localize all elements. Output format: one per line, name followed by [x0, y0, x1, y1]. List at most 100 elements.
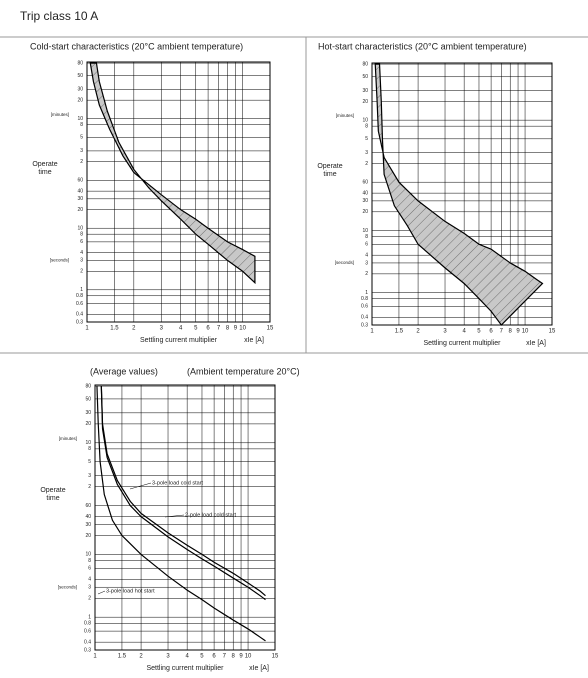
- y-axis-label: Operate time: [40, 486, 66, 502]
- y-tick-label: 0.3: [76, 319, 83, 325]
- curve: [100, 386, 266, 597]
- y-tick-label: 8: [365, 123, 368, 129]
- x-tick-label: 7: [500, 329, 504, 335]
- y-tick-label: 5: [88, 459, 91, 465]
- y-tick-label: 6: [365, 242, 368, 248]
- y-tick-label: 8: [80, 232, 83, 238]
- x-tick-label: 1.5: [395, 329, 404, 335]
- y-tick-label: 2: [365, 271, 368, 277]
- y-unit-label: [seconds]: [58, 584, 77, 589]
- y-tick-label: 8: [365, 234, 368, 240]
- y-tick-label: 4: [365, 253, 368, 259]
- x-tick-label: 1.5: [110, 326, 119, 332]
- y-tick-label: 20: [362, 209, 368, 215]
- y-tick-label: 20: [85, 421, 91, 427]
- y-unit-label: [minutes]: [51, 112, 69, 117]
- y-tick-label: 0.8: [84, 621, 91, 627]
- x-axis-label: Settling current multiplier: [140, 337, 218, 344]
- y-tick-label: 30: [85, 410, 91, 416]
- x-tick-label: 2: [139, 654, 143, 660]
- y-unit-label: [seconds]: [335, 260, 354, 265]
- y-tick-label: 10: [362, 117, 368, 123]
- y-tick-label: 0.6: [76, 301, 83, 307]
- x-tick-label: 10: [522, 329, 529, 335]
- x-tick-label: 5: [200, 654, 204, 660]
- y-tick-label: 10: [77, 226, 83, 232]
- chart-note: (Average values): [90, 366, 158, 376]
- x-tick-label: 15: [267, 326, 274, 332]
- y-tick-label: 0.8: [361, 296, 368, 302]
- y-unit-label: [seconds]: [50, 258, 69, 263]
- y-tick-label: 6: [88, 566, 91, 572]
- x-tick-label: 9: [516, 329, 520, 335]
- x-tick-label: 10: [245, 654, 252, 660]
- x-tick-label: 2: [132, 326, 136, 332]
- x-tick-label: 6: [206, 326, 210, 332]
- x-unit: xIe [A]: [244, 337, 264, 344]
- x-tick-label: 15: [272, 654, 279, 660]
- y-axis-label: Operate time: [317, 163, 343, 179]
- y-tick-label: 80: [85, 383, 91, 389]
- curve-label: 2-pole load cold start: [185, 512, 237, 518]
- y-tick-label: 5: [365, 136, 368, 142]
- x-tick-label: 4: [185, 654, 189, 660]
- x-axis-label: Settling current multiplier: [423, 340, 501, 347]
- y-tick-label: 1: [80, 287, 83, 293]
- y-tick-label: 2: [365, 161, 368, 167]
- x-unit: xIe [A]: [249, 665, 269, 672]
- x-tick-label: 3: [160, 326, 164, 332]
- y-tick-label: 50: [77, 73, 83, 79]
- y-tick-label: 10: [85, 552, 91, 558]
- y-tick-label: 40: [362, 190, 368, 196]
- y-tick-label: 50: [85, 396, 91, 402]
- x-axis-label: Settling current multiplier: [146, 665, 224, 672]
- y-tick-label: 30: [362, 198, 368, 204]
- x-tick-label: 8: [509, 329, 513, 335]
- y-tick-label: 60: [85, 503, 91, 509]
- x-tick-label: 10: [239, 326, 246, 332]
- y-tick-label: 60: [77, 178, 83, 184]
- x-tick-label: 1: [370, 329, 374, 335]
- y-tick-label: 30: [77, 196, 83, 202]
- x-tick-label: 6: [489, 329, 493, 335]
- y-tick-label: 2: [88, 484, 91, 490]
- y-tick-label: 20: [362, 99, 368, 105]
- y-tick-label: 6: [80, 239, 83, 245]
- y-tick-label: 40: [85, 514, 91, 520]
- x-tick-label: 9: [234, 326, 238, 332]
- y-tick-label: 10: [85, 440, 91, 446]
- y-tick-label: 0.8: [76, 293, 83, 299]
- y-tick-label: 2: [80, 159, 83, 165]
- y-tick-label: 4: [80, 250, 83, 256]
- y-tick-label: 4: [88, 577, 91, 583]
- x-tick-label: 3: [166, 654, 170, 660]
- y-tick-label: 80: [77, 60, 83, 66]
- plot-area: [94, 384, 276, 651]
- y-axis-label: Operate time: [32, 161, 58, 177]
- y-tick-label: 60: [362, 180, 368, 186]
- curve-label: 3-pole load hot start: [106, 588, 155, 594]
- leader-line: [97, 590, 106, 595]
- y-tick-label: 20: [77, 207, 83, 213]
- y-tick-label: 8: [88, 446, 91, 452]
- page-title: Trip class 10 A: [20, 9, 98, 23]
- x-tick-label: 3: [443, 329, 447, 335]
- y-tick-label: 10: [77, 116, 83, 122]
- x-tick-label: 2: [416, 329, 420, 335]
- x-tick-label: 7: [223, 654, 227, 660]
- chart-title: Cold-start characteristics (20°C ambient…: [30, 41, 243, 51]
- x-tick-label: 5: [477, 329, 481, 335]
- y-tick-label: 3: [88, 585, 91, 591]
- x-tick-label: 1: [93, 654, 97, 660]
- y-tick-label: 2: [88, 596, 91, 602]
- x-tick-label: 1: [85, 326, 89, 332]
- x-tick-label: 8: [232, 654, 236, 660]
- x-tick-label: 4: [462, 329, 466, 335]
- y-tick-label: 20: [85, 533, 91, 539]
- x-tick-label: 7: [217, 326, 221, 332]
- y-tick-label: 3: [80, 258, 83, 264]
- y-tick-label: 0.4: [361, 315, 368, 321]
- y-tick-label: 2: [80, 269, 83, 275]
- curve: [100, 386, 266, 601]
